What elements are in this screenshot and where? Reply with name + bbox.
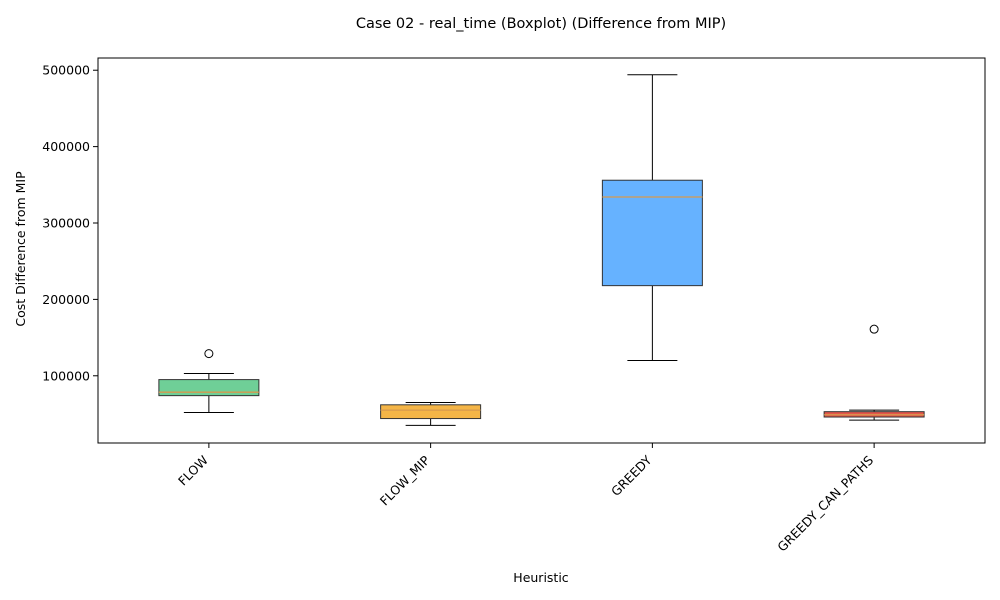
box-flow-mip: [380, 404, 482, 420]
plot-frame: [97, 57, 986, 444]
outlier-point: [204, 349, 214, 359]
y-tick-label: 200000: [42, 292, 90, 307]
box-flow: [158, 379, 260, 397]
plot-area: 100000 200000 300000 400000 500000 FLOW FLOW_M…: [42, 57, 986, 554]
x-axis-title: Heuristic: [513, 570, 569, 585]
y-tick-label: 100000: [42, 368, 90, 383]
x-tick-label: FLOW_MIP: [377, 452, 433, 508]
chart-title: Case 02 - real_time (Boxplot) (Differenc…: [356, 16, 726, 32]
box-greedy: [601, 179, 703, 287]
y-tick-label: 400000: [42, 139, 90, 154]
y-tick-label: 500000: [42, 63, 90, 78]
x-tick-label: FLOW: [175, 453, 211, 489]
x-tick-label: GREEDY_CAN_PATHS: [774, 452, 876, 554]
outlier-point: [869, 324, 879, 334]
x-tick-label: GREEDY: [608, 452, 655, 499]
y-axis-title: Cost Difference from MIP: [13, 171, 28, 327]
y-tick-label: 300000: [42, 216, 90, 231]
